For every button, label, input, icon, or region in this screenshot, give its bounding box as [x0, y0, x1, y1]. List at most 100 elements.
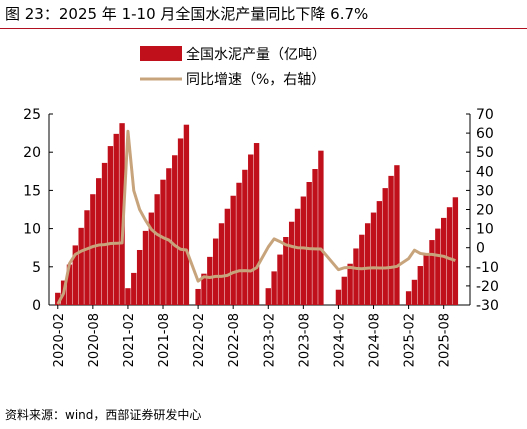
bar: [107, 146, 114, 305]
bar: [160, 179, 166, 305]
bar: [394, 165, 400, 305]
left-tick-label: 25: [23, 107, 41, 123]
bar: [271, 271, 277, 305]
x-tick-label: 2023-02: [262, 313, 277, 367]
bar: [300, 196, 307, 305]
bar: [347, 263, 353, 305]
right-tick-label: 60: [476, 126, 494, 142]
bar: [195, 288, 201, 305]
bar: [452, 197, 459, 305]
x-tick-label: 2022-02: [192, 313, 207, 367]
bar: [353, 248, 359, 305]
bar: [148, 212, 155, 305]
bar: [218, 223, 225, 305]
figure-title: 图 23：2025 年 1-10 月全国水泥产量同比下降 6.7%: [5, 5, 369, 23]
growth-line: [56, 129, 456, 305]
right-tick-label: 10: [476, 222, 494, 238]
line-series: [56, 129, 456, 305]
right-tick-label: 40: [476, 164, 494, 180]
bar: [166, 168, 172, 305]
left-tick-label: 5: [32, 260, 41, 276]
x-tick-label: 2023-08: [297, 313, 312, 367]
right-tick-label: 30: [476, 183, 494, 199]
right-tick-label: -30: [476, 298, 499, 314]
bar-series: [55, 123, 459, 305]
bar: [183, 124, 190, 305]
bar: [119, 123, 125, 305]
bar: [207, 256, 213, 305]
x-tick-label: 2025-02: [403, 313, 418, 367]
bar: [277, 254, 283, 305]
x-tick-label: 2021-08: [157, 313, 172, 367]
x-tick-label: 2021-02: [122, 313, 137, 367]
right-tick-label: 50: [476, 145, 494, 161]
title-rule: [0, 28, 527, 29]
bar: [66, 264, 73, 305]
bar: [125, 288, 131, 305]
bar: [411, 279, 418, 305]
bar: [283, 237, 289, 305]
bar: [131, 272, 137, 305]
bar: [405, 291, 412, 305]
source-note: 资料来源：wind，西部证券研发中心: [5, 408, 202, 422]
bar: [370, 212, 377, 305]
legend: 全国水泥产量（亿吨） 同比增速（%，右轴）: [140, 46, 326, 88]
bar: [212, 238, 219, 305]
bar: [294, 208, 301, 305]
x-tick-label: 2020-08: [87, 313, 102, 367]
right-tick-label: -20: [476, 279, 499, 295]
bar: [230, 195, 236, 305]
legend-bar-swatch: [140, 46, 182, 61]
bar: [306, 182, 312, 305]
right-tick-label: 20: [476, 203, 494, 219]
right-tick-label: -10: [476, 260, 499, 276]
bar: [417, 266, 423, 305]
bar: [55, 292, 61, 305]
legend-line-label: 同比增速（%，右轴）: [186, 72, 325, 88]
bar: [388, 175, 394, 305]
bar: [446, 207, 453, 305]
bar: [265, 288, 271, 305]
x-tick-label: 2024-02: [332, 313, 347, 367]
bar: [142, 230, 149, 305]
bar: [90, 194, 96, 305]
x-tick-label: 2020-02: [52, 313, 67, 367]
x-tick-label: 2022-08: [227, 313, 242, 367]
bar: [253, 143, 260, 305]
bar: [154, 194, 160, 305]
right-tick-label: 70: [476, 107, 494, 123]
bar: [96, 178, 102, 305]
bar: [236, 182, 242, 305]
x-tick-label: 2025-08: [438, 313, 453, 367]
bar: [288, 221, 295, 305]
left-tick-label: 15: [23, 183, 41, 199]
left-tick-label: 10: [23, 222, 41, 238]
bar: [318, 150, 324, 305]
bar: [84, 210, 90, 305]
left-tick-label: 20: [23, 145, 41, 161]
bar: [376, 201, 383, 305]
bar: [113, 133, 119, 305]
bar: [429, 240, 435, 305]
x-axis: 2020-02 2020-08 2021-02 2021-08 2022-02 2022-…: [52, 305, 453, 367]
bar: [101, 162, 108, 305]
bar: [312, 169, 318, 305]
bar: [242, 169, 248, 305]
bar: [78, 227, 84, 305]
legend-bar-label: 全国水泥产量（亿吨）: [186, 46, 326, 63]
x-tick-label: 2024-08: [368, 313, 383, 367]
left-tick-label: 0: [32, 298, 41, 314]
bar: [335, 289, 342, 305]
bar: [382, 188, 388, 305]
bar: [136, 249, 143, 305]
bar: [224, 208, 231, 305]
bar: [201, 273, 207, 305]
bar: [177, 138, 184, 305]
bar: [72, 245, 78, 305]
bar: [364, 223, 371, 305]
right-axis: -30 -20 -10 0 10 20 30 40 50 60 70: [466, 107, 499, 314]
bar: [248, 154, 254, 305]
bar: [435, 228, 441, 305]
bar: [341, 276, 347, 305]
